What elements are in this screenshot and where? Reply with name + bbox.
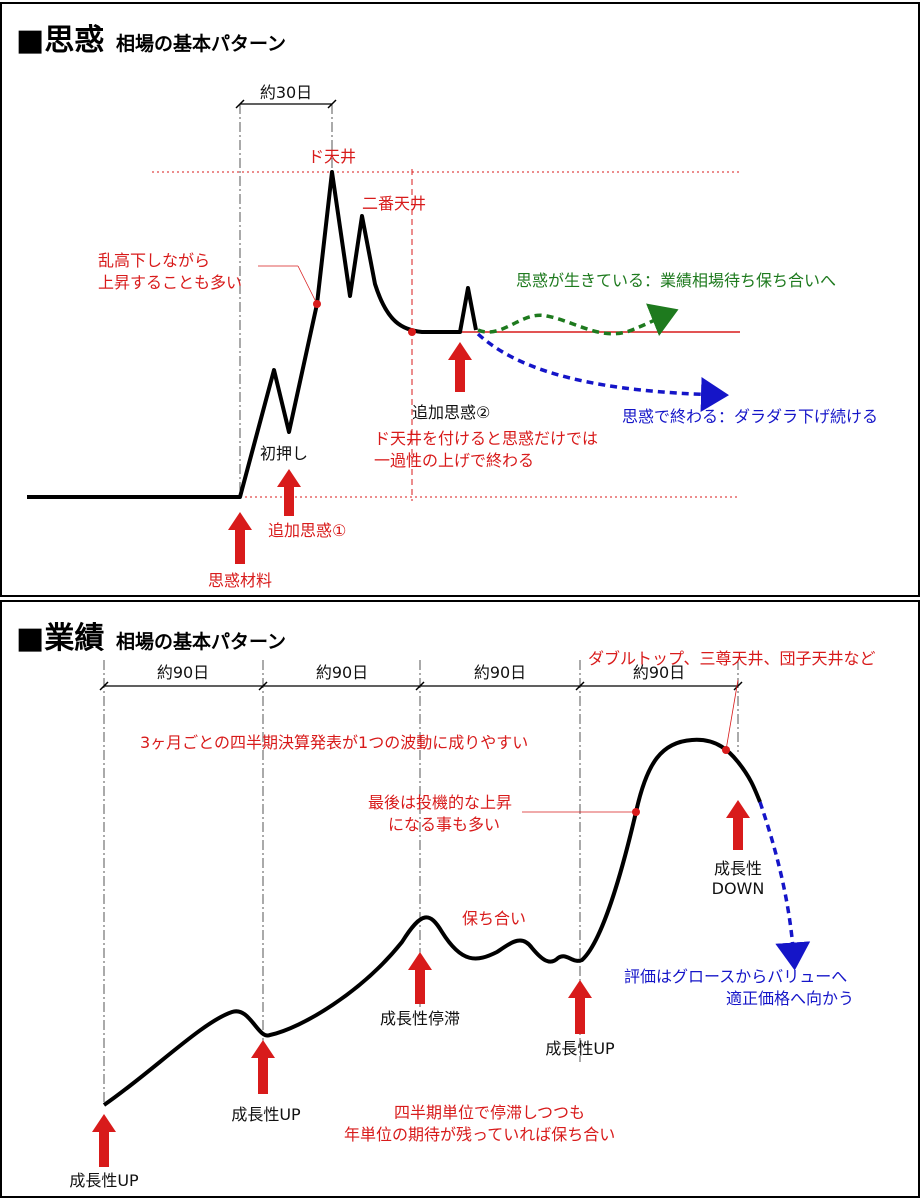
span-label-3: 約90日 [474, 663, 526, 682]
end-note-line2: 一過性の上げで終わる [374, 451, 534, 470]
panel1-subtitle: 相場の基本パターン [116, 32, 286, 55]
span-label: 約30日 [260, 83, 312, 102]
material-label: 思惑材料 [208, 571, 272, 590]
decline-path [758, 801, 811, 971]
earnings-panel: ■業績 相場の基本パターン 約90日 約90日 約90日 約90日 ダブルトップ… [0, 600, 920, 1198]
volatility-note-line2: 上昇することも多い [98, 273, 242, 292]
consolidation-label: 保ち合い [462, 909, 526, 928]
span-label-4: 約90日 [633, 663, 685, 682]
growth-up-2-arrow-icon [251, 1040, 275, 1094]
ended-label: 思惑で終わる：ダラダラ下げ続ける [622, 407, 878, 426]
volatility-note-line1: 乱高下しながら [98, 251, 210, 270]
speculation-diagram: ■思惑 相場の基本パターン 約30日 ド天井 二番天井 乱高下しながら 上昇する… [16, 23, 878, 590]
level-dot [408, 328, 416, 336]
first-push-label: 初押し [260, 444, 308, 463]
wave-note: 3ヶ月ごとの四半期決算発表が1つの波動に成りやすい [140, 733, 528, 752]
price-line [102, 737, 762, 1107]
span-label-1: 約90日 [157, 663, 209, 682]
growth-stall-label: 成長性停滞 [380, 1009, 460, 1028]
growth-up-1-label: 成長性UP [69, 1171, 139, 1190]
additional1-arrow-icon [277, 469, 301, 516]
second-peak-label: 二番天井 [362, 194, 426, 213]
growth-down-arrow-icon [726, 800, 750, 850]
growth-up-1-arrow-icon [92, 1114, 116, 1167]
price-line [27, 170, 478, 499]
additional2-label: 追加思惑② [412, 403, 490, 422]
growth-stall-arrow-icon [408, 952, 432, 1004]
quarter-note-line2: 年単位の期待が残っていれば保ち合い [344, 1125, 615, 1144]
span-label-2: 約90日 [316, 663, 368, 682]
growth-up-2-label: 成長性UP [231, 1105, 301, 1124]
growth-up-3-label: 成長性UP [545, 1039, 615, 1058]
valuation-note-line2: 適正価格へ向かう [726, 989, 854, 1008]
growth-down-label-line2: DOWN [712, 879, 765, 898]
alive-label: 思惑が生きている：業績相場待ち保ち合いへ [516, 271, 836, 290]
material-arrow-icon [228, 512, 252, 564]
ended-path [476, 332, 729, 412]
growth-up-3-arrow-icon [568, 980, 592, 1034]
alive-path [477, 303, 679, 337]
speculation-panel: ■思惑 相場の基本パターン 約30日 ド天井 二番天井 乱高下しながら 上昇する… [0, 2, 920, 597]
top-patterns-label: ダブルトップ、三尊天井、団子天井など [588, 649, 876, 668]
panel2-title: ■業績 [16, 621, 104, 656]
speculative-note-line1: 最後は投機的な上昇 [368, 793, 512, 812]
quarter-note-line1: 四半期単位で停滞しつつも [394, 1103, 585, 1122]
panel2-subtitle: 相場の基本パターン [116, 630, 286, 653]
peak-label: ド天井 [308, 147, 356, 166]
panel1-title: ■思惑 [16, 23, 104, 58]
valuation-note-line1: 評価はグロースからバリューへ [624, 967, 847, 986]
end-note-line1: ド天井を付けると思惑だけでは [374, 429, 598, 448]
earnings-diagram: ■業績 相場の基本パターン 約90日 約90日 約90日 約90日 ダブルトップ… [16, 621, 876, 1190]
growth-down-label-line1: 成長性 [714, 859, 762, 878]
additional1-label: 追加思惑① [268, 521, 346, 540]
speculative-note-line2: になる事も多い [388, 815, 500, 834]
additional2-arrow-icon [448, 342, 472, 392]
